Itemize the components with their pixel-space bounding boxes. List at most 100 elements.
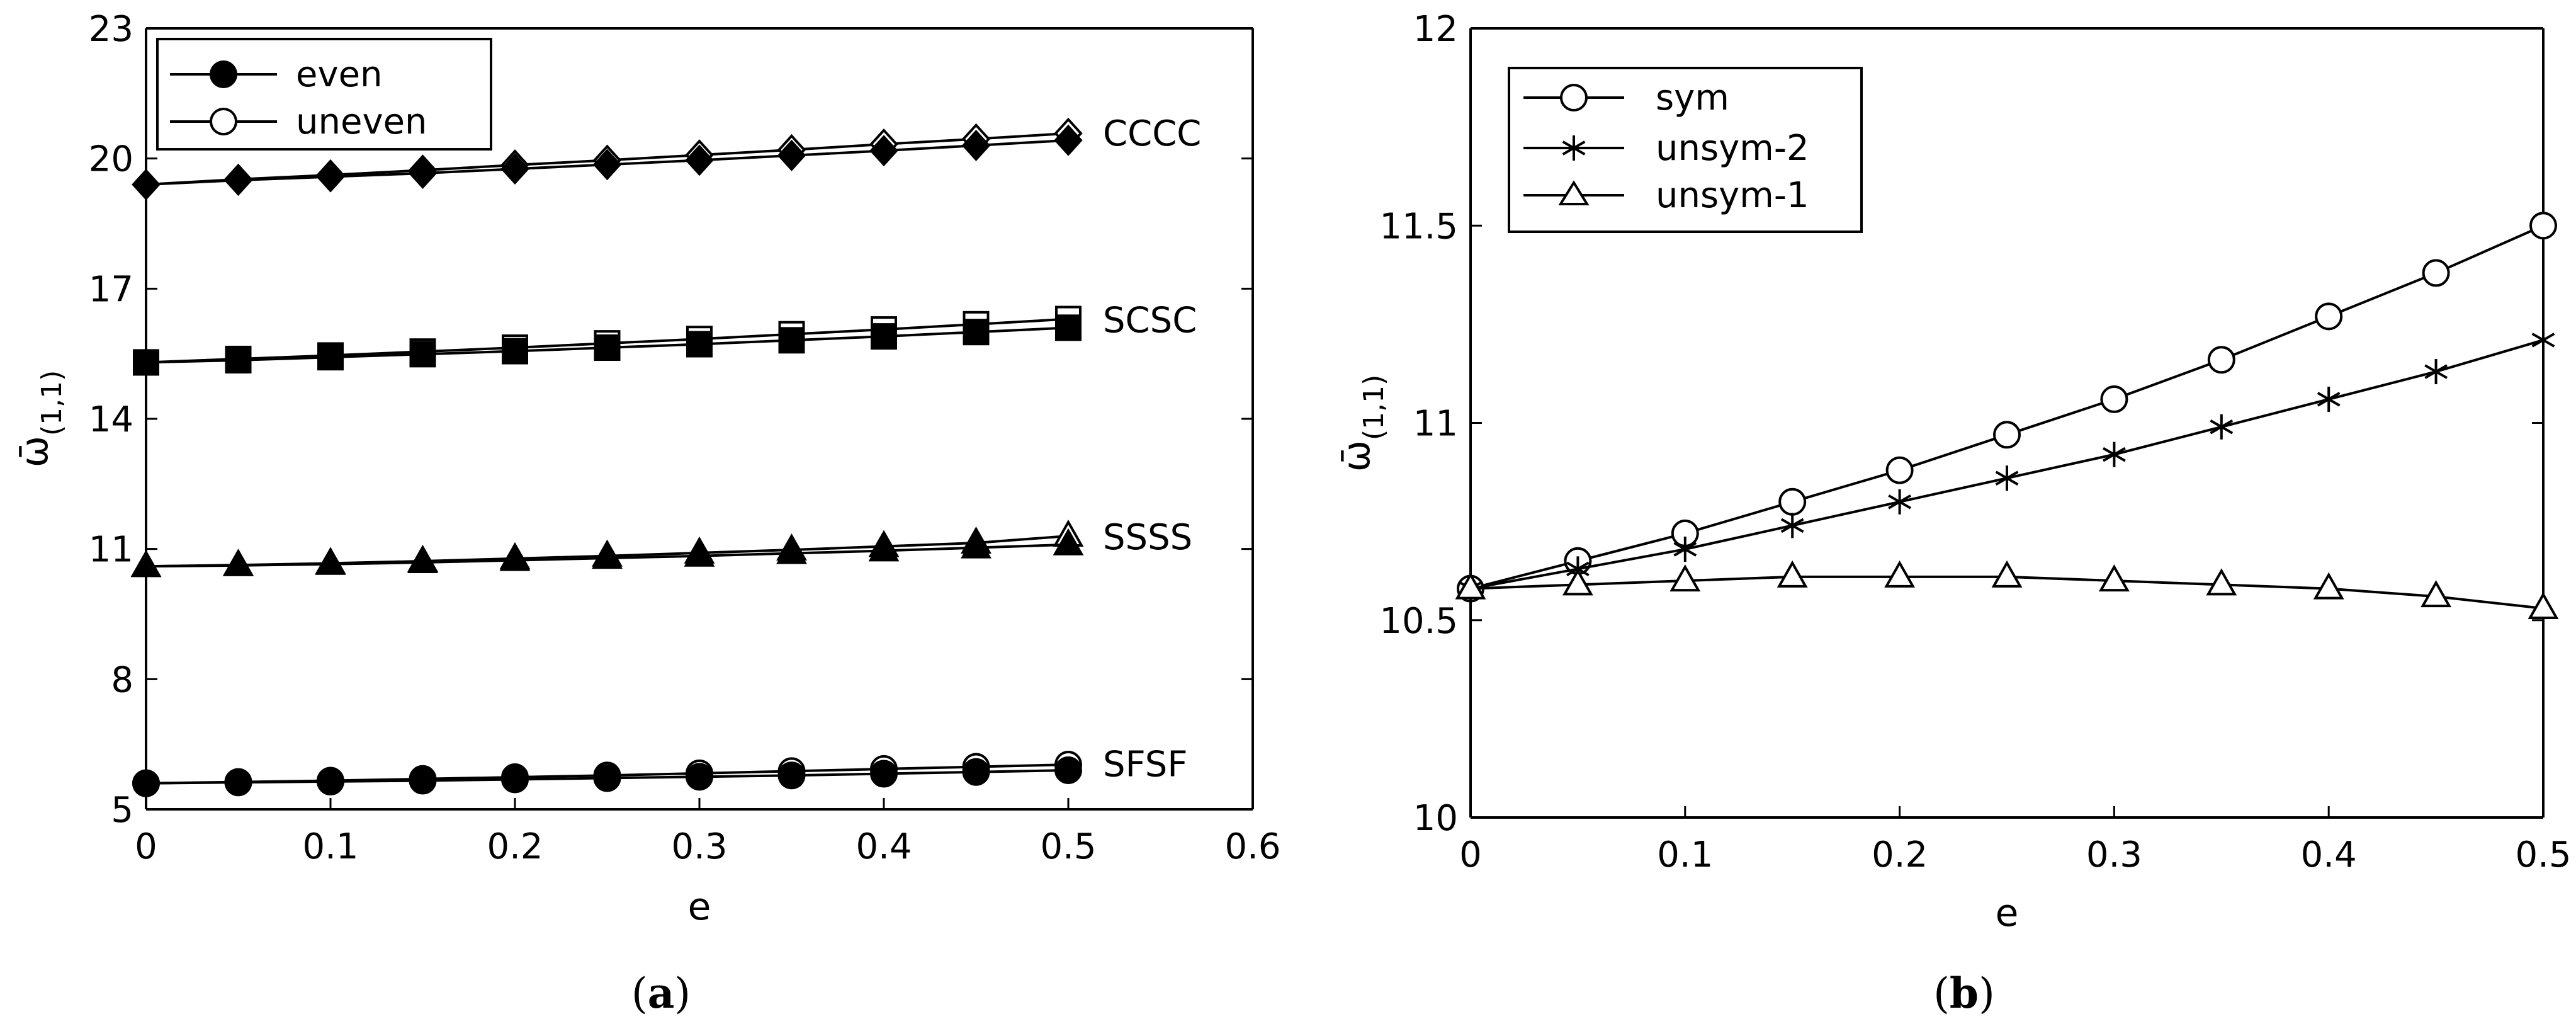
x-tick-label-b: 0.1 [1657,834,1713,875]
x-axis-label-b: e [1996,891,2019,935]
legend-marker-unsym-1 [1558,180,1590,205]
point-cccc-even [132,169,161,200]
y-tick-label-a: 11 [89,530,133,571]
point-ssss-even [592,542,623,569]
point-sym [2100,385,2128,413]
y-tick-label-a: 23 [89,9,133,50]
point-ssss-even [223,549,254,576]
point-sym [1885,456,1914,484]
legend-b: sym unsym-2 unsym-1 [1508,67,1863,233]
point-ssss-even [868,534,900,562]
point-sfsf-even [409,766,437,795]
annotation-ssss: SSSS [1103,517,1192,558]
annotation-cccc: CCCC [1103,113,1201,154]
y-axis-label-b-sub: (1,1) [1358,375,1390,440]
legend-label-even: even [296,54,383,95]
point-unsym-2-stroke [1888,494,1911,510]
point-sym [2422,259,2450,287]
point-sfsf-even [317,767,344,795]
y-tick-label-b: 12 [1413,9,1458,50]
point-unsym-1 [2528,591,2559,619]
point-cccc-even [961,130,991,161]
legend-marker-even [210,60,237,88]
legend-star-glyph-stroke [1562,140,1586,156]
caption-a: (a) [631,969,691,1018]
legend-a: even uneven [156,38,492,151]
point-ssss-even [407,545,438,574]
y-tick-label-b: 10 [1413,798,1458,839]
x-tick-label-a: 0.1 [302,826,358,867]
point-scsc-even [686,331,713,358]
point-unsym-2 [1995,465,2019,491]
x-tick-label-b: 0.5 [2515,834,2571,875]
x-tick-label-a: 0.4 [856,826,912,867]
point-sym [1778,487,1807,516]
point-scsc-even [778,327,805,354]
point-unsym-1 [1991,560,2023,588]
point-unsym-1 [2421,580,2452,608]
annotation-scsc: SCSC [1103,300,1197,341]
x-tick-label-b: 0.2 [1872,834,1928,875]
x-tick-label-a: 0.5 [1040,826,1096,867]
x-tick-label-a: 0.6 [1224,826,1280,867]
point-cccc-even [869,135,898,167]
svg-text:ω̄(1,1): ω̄(1,1) [13,370,68,468]
legend-label-uneven: uneven [296,101,427,142]
y-tick-label-a: 8 [111,659,133,700]
point-cccc-even [223,164,253,197]
chart-panel-b: 0 0.1 0.2 0.3 0.4 0.5 10 10.5 11 11.5 12 e ω̄(1,1)… [1335,9,2572,1018]
point-sfsf-even [686,763,713,791]
legend-label-unsym-1: unsym-1 [1656,175,1809,216]
x-tick-label-a: 0.2 [487,826,543,867]
legend-frame-a [156,38,492,151]
point-unsym-2-stroke [2424,364,2448,379]
y-axis-label-a: ω̄(1,1) [13,370,68,468]
point-unsym-2 [2103,441,2126,467]
point-ssss-even [1053,528,1084,555]
x-tick-label-a: 0 [135,826,157,867]
point-unsym-1 [1669,564,1701,592]
point-unsym-1 [1455,572,1486,600]
y-tick-label-a: 5 [111,790,133,831]
point-unsym-1 [2313,572,2344,600]
legend-star-glyph [1562,135,1586,161]
point-sfsf-even [593,764,621,792]
point-cccc-even [500,153,529,185]
annotation-sfsf: SFSF [1103,744,1188,785]
point-cccc-even [592,149,622,181]
point-unsym-2-stroke [2210,419,2234,435]
point-ssss-even [776,537,807,564]
point-unsym-1 [1562,568,1593,596]
point-sfsf-even [777,761,806,790]
point-ssss-even [961,531,991,559]
point-ssss-even [315,547,346,575]
point-unsym-1 [2098,564,2130,592]
x-tick-label-b: 0.4 [2301,834,2357,875]
svg-text:ω̄(1,1): ω̄(1,1) [1335,375,1390,472]
point-unsym-2 [2317,386,2341,412]
point-ssss-even [130,550,162,578]
series-unsym-2 [1470,339,2544,590]
point-unsym-2 [2424,359,2448,385]
y-axis-label-b-main: ω̄ [1335,440,1379,472]
point-unsym-2-stroke [1995,470,2019,486]
caption-b-label: b [1950,969,1979,1018]
point-unsym-1 [1777,560,1808,588]
point-sfsf-even [962,758,990,786]
point-scsc-even [963,319,990,346]
point-unsym-2 [1673,536,1697,562]
x-axis-label-a: e [688,885,711,929]
x-tick-label-a: 0.3 [671,826,727,867]
point-cccc-even [777,139,806,171]
legend-marker-uneven [210,108,237,135]
point-unsym-2-stroke [2531,333,2555,348]
legend-label-unsym-2: unsym-2 [1656,128,1809,169]
y-tick-label-b: 11.5 [1379,206,1458,247]
y-axis-label-b: ω̄(1,1) [1335,375,1390,472]
y-tick-label-a: 20 [89,139,133,180]
point-unsym-2 [2210,414,2234,440]
point-unsym-2-stroke [1780,518,1804,533]
point-scsc-even [871,323,897,350]
point-unsym-1 [1884,560,1916,588]
